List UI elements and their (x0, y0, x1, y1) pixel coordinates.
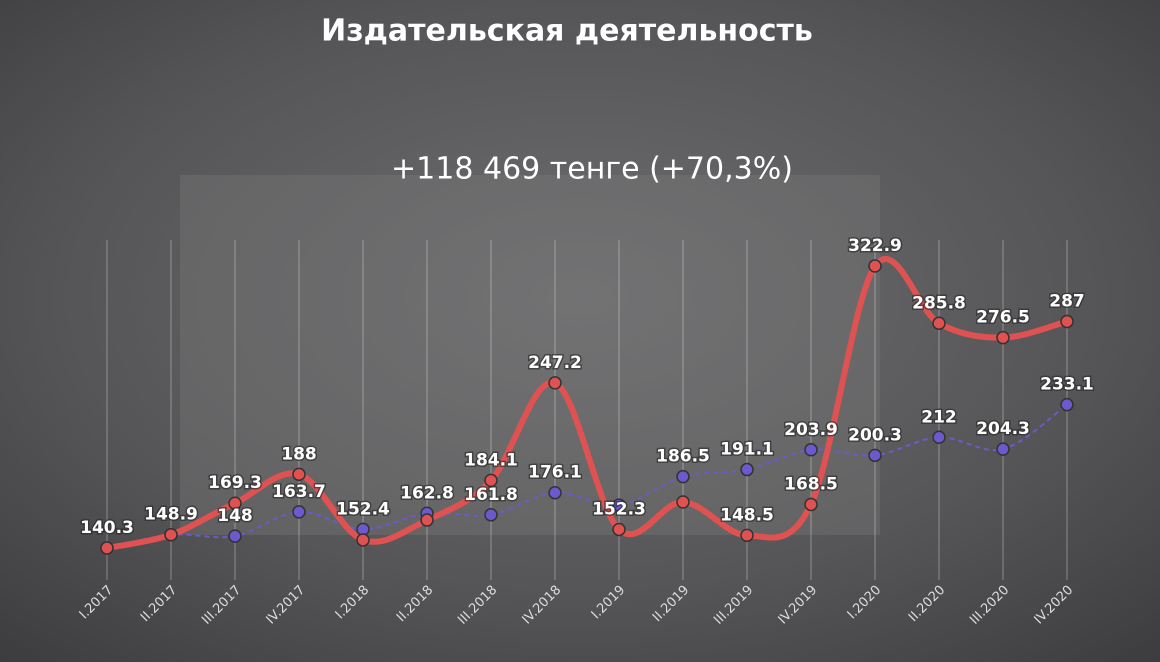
data-point (548, 485, 562, 500)
data-point (612, 498, 626, 512)
data-point (868, 259, 882, 273)
series-line (106, 403, 1068, 549)
data-label: 148.9 (144, 505, 198, 525)
data-label: 148 (217, 506, 253, 526)
data-label: 148.5 (720, 505, 774, 525)
data-label: 200.3 (848, 425, 902, 445)
data-label: 186.5 (656, 447, 710, 467)
data-point (740, 462, 754, 477)
data-point (548, 376, 562, 390)
data-label: 140.3 (80, 518, 134, 538)
data-label: 152.4 (336, 499, 390, 519)
data-point (1060, 397, 1074, 412)
data-point (1060, 314, 1074, 329)
data-label: 233.1 (1040, 375, 1094, 395)
data-label: 163.7 (272, 482, 326, 502)
data-point (612, 522, 626, 537)
data-label: 176.1 (528, 463, 582, 483)
data-label: 169.3 (208, 473, 262, 493)
chart-subtitle: +118 469 тенге (+70,3%) (391, 152, 793, 187)
data-label: 212 (921, 407, 957, 427)
data-point (932, 316, 946, 331)
data-point (996, 330, 1010, 345)
data-point (740, 528, 754, 543)
data-label: 247.2 (528, 353, 582, 373)
data-point (228, 529, 242, 543)
data-label: 184.1 (464, 450, 518, 470)
data-point (868, 448, 882, 463)
data-point (932, 430, 946, 445)
data-label: 191.1 (720, 440, 774, 460)
data-point (804, 443, 818, 457)
data-point (356, 533, 370, 547)
data-point (292, 467, 306, 482)
data-label: 162.8 (400, 483, 454, 503)
data-point (420, 513, 434, 527)
data-point (996, 442, 1010, 456)
data-label: 204.3 (976, 419, 1030, 439)
data-label: 287 (1049, 291, 1085, 311)
data-label: 168.5 (784, 474, 838, 494)
data-label: 152.3 (592, 499, 646, 519)
data-label: 161.8 (464, 485, 518, 505)
data-label: 203.9 (784, 420, 838, 440)
data-label: 188 (281, 444, 317, 464)
data-point (100, 541, 114, 555)
data-point (484, 508, 498, 522)
data-point (164, 527, 178, 542)
data-point (676, 469, 690, 484)
data-label: 322.9 (848, 236, 902, 256)
data-point (292, 505, 306, 519)
data-point (676, 495, 690, 509)
data-point (804, 497, 818, 512)
data-label: 285.8 (912, 293, 966, 313)
data-point (484, 473, 498, 488)
data-label: 276.5 (976, 308, 1030, 328)
chart-title: Издательская деятельность (321, 14, 813, 49)
data-point (228, 496, 242, 510)
